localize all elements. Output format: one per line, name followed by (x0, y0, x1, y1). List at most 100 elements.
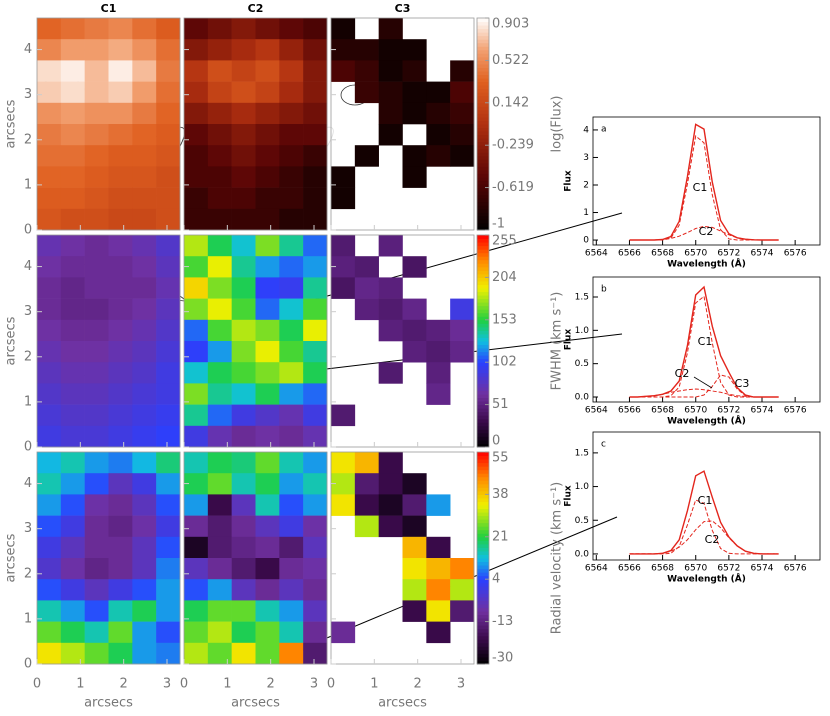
x-tick-label: 6570 (684, 406, 707, 416)
colorbar-tick-label: -30 (492, 651, 513, 666)
colorbar-segment (477, 607, 489, 612)
heatmap-cell (231, 319, 256, 342)
heatmap-cell (378, 18, 403, 40)
heatmap-cell (84, 256, 109, 278)
colorbar-segment (477, 159, 489, 164)
heatmap-cell (84, 18, 109, 40)
heatmap-cell (84, 600, 109, 622)
heatmap-cell (279, 39, 304, 61)
heatmap-cell (303, 341, 328, 363)
heatmap-cell (184, 642, 209, 665)
heatmap-cell (303, 319, 328, 342)
heatmap-cell (184, 39, 209, 61)
spectrum-line (629, 374, 779, 398)
heatmap-cell (378, 39, 403, 61)
heatmap-cell (108, 256, 133, 278)
x-tick-label: 3 (163, 677, 171, 692)
heatmap-cell (37, 39, 62, 61)
heatmap-cell (354, 452, 379, 474)
heatmap-cell (378, 81, 403, 104)
heatmap-cell (331, 473, 356, 495)
x-axis-label: Wavelength (Å) (667, 259, 746, 270)
heatmap-cell (84, 425, 109, 448)
heatmap-cell (426, 558, 451, 580)
y-tick-label: 1.5 (575, 293, 589, 303)
y-tick-label: 3 (24, 304, 32, 319)
heatmap-cell (156, 515, 181, 538)
x-tick-label: 6574 (751, 406, 774, 416)
colorbar-segment (477, 81, 489, 86)
heatmap-cell (331, 187, 356, 210)
x-tick-label: 2 (414, 677, 422, 692)
y-tick-label: 1.0 (575, 482, 590, 492)
heatmap-cell (37, 81, 62, 104)
colorbar-segment (477, 32, 489, 37)
heatmap-cell (331, 256, 356, 278)
heatmap-cell (108, 145, 133, 167)
heatmap-cell (402, 536, 427, 559)
heatmap-cell (255, 494, 280, 516)
heatmap-cell (378, 473, 403, 495)
heatmap-cell (184, 81, 209, 104)
heatmap-cell (303, 235, 328, 257)
heatmap-cell (279, 404, 304, 427)
heatmap-cell (402, 341, 427, 363)
colorbar-segment (477, 611, 489, 616)
heatmap-cell (426, 536, 451, 559)
heatmap-cell (303, 124, 328, 146)
heatmap-cell (156, 256, 181, 278)
x-tick-label: 1 (370, 677, 378, 692)
y-tick-label: 1 (24, 177, 32, 192)
heatmap-cell (378, 494, 403, 516)
heatmap-cell (255, 404, 280, 427)
heatmap-cell (108, 18, 133, 40)
heatmap-cell (37, 166, 62, 188)
colorbar-segment (477, 455, 489, 460)
heatmap-cell (354, 515, 379, 538)
heatmap-cell (156, 558, 181, 580)
heatmap-cell (255, 515, 280, 538)
heatmap-cell (279, 579, 304, 601)
heatmap-cell (450, 600, 475, 622)
colorbar-tick-label: 4 (492, 572, 500, 587)
heatmap-cell (402, 145, 427, 167)
heatmap-cell (108, 39, 133, 61)
heatmap-cell (279, 124, 304, 146)
x-tick-label: 6570 (684, 564, 707, 574)
heatmap-cell (378, 235, 403, 257)
heatmap-cell (156, 81, 181, 104)
heatmap-cell (255, 18, 280, 40)
heatmap-cell (255, 102, 280, 125)
heatmap-cell (279, 102, 304, 125)
heatmap-cell (231, 298, 256, 321)
heatmap-cell (184, 425, 209, 448)
colorbar-label: Radial velocity (km s⁻¹) (550, 482, 565, 635)
colorbar-segment (477, 56, 489, 61)
colorbar-segment (477, 436, 489, 441)
heatmap-cell (279, 383, 304, 405)
colorbar-segment (477, 404, 489, 409)
x-tick-label: 6568 (651, 249, 674, 259)
x-tick-label: 6572 (717, 406, 740, 416)
heatmap-cell (279, 452, 304, 474)
heatmap-cell (60, 621, 85, 644)
heatmap-cell (37, 235, 62, 257)
colorbar-segment (477, 376, 489, 381)
heatmap-cell (156, 39, 181, 61)
colorbar-segment (477, 497, 489, 502)
x-tick-label: 3 (457, 677, 465, 692)
heatmap-cell (207, 319, 232, 342)
heatmap-cell (255, 362, 280, 384)
heatmap-cell (156, 319, 181, 342)
colorbar-segment (477, 277, 489, 282)
colorbar-segment (477, 379, 489, 384)
heatmap-cell (331, 166, 356, 188)
heatmap-cell (207, 579, 232, 601)
colorbar-segment (477, 533, 489, 538)
heatmap-cell (108, 558, 133, 580)
series-label: C1 (698, 494, 713, 507)
heatmap-cell (303, 166, 328, 188)
heatmap-cell (279, 187, 304, 210)
colorbar-segment (477, 63, 489, 68)
x-tick-label: 6566 (618, 564, 641, 574)
